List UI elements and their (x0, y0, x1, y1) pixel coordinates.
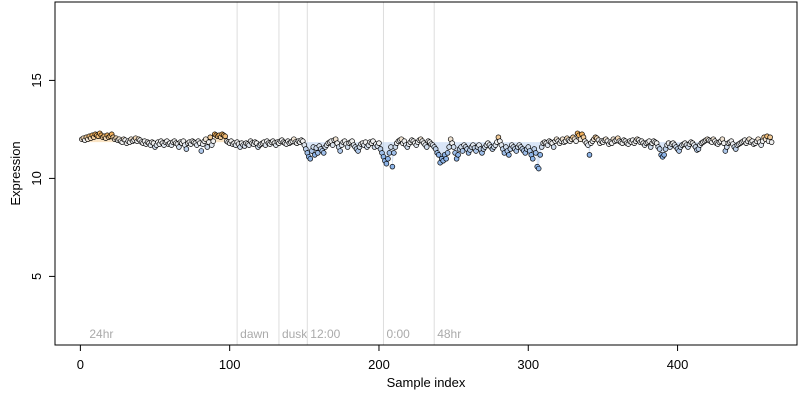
x-tick-label-1: 100 (219, 357, 241, 372)
x-tick-label-0: 0 (77, 357, 84, 372)
data-point-390 (661, 152, 667, 158)
y-tick-label-1: 10 (29, 171, 44, 185)
data-point-239 (435, 152, 442, 158)
marker-label-4: 0:00 (386, 327, 410, 341)
marker-label-0: 24hr (89, 327, 113, 341)
x-tick-label-4: 400 (667, 357, 689, 372)
data-point-302 (529, 156, 536, 162)
data-point-462 (768, 139, 775, 145)
data-point-86 (207, 134, 214, 140)
y-axis: 5 10 15 (29, 73, 55, 280)
data-point-206 (386, 150, 393, 156)
data-point-387 (656, 146, 663, 152)
x-axis: 0 100 200 300 400 (77, 345, 689, 372)
data-point-316 (550, 144, 557, 150)
y-tick-label-2: 15 (29, 73, 44, 87)
data-point-65 (176, 144, 182, 150)
data-point-252 (455, 152, 461, 158)
data-point-199 (376, 140, 382, 146)
vertical-marker-layer: 24hr dawn dusk 12:00 0:00 48hr (89, 2, 461, 345)
data-point-204 (383, 160, 390, 167)
data-point-162 (320, 150, 327, 156)
x-tick-label-2: 200 (368, 357, 390, 372)
data-point-158 (315, 150, 321, 156)
data-point-461 (767, 134, 773, 140)
data-point-84 (204, 144, 211, 150)
marker-label-2: dusk (282, 327, 308, 341)
data-point-80 (198, 148, 205, 154)
plot-frame (54, 1, 798, 346)
data-point-153 (307, 156, 314, 162)
data-point-249 (450, 144, 457, 150)
data-point-208 (389, 163, 396, 170)
data-point-231 (423, 144, 430, 150)
data-point-306 (535, 165, 542, 172)
data-point-173 (337, 148, 343, 154)
marker-label-3: 12:00 (310, 327, 340, 341)
data-point-255 (459, 148, 466, 154)
x-tick-label-3: 300 (517, 357, 539, 372)
data-point-209 (391, 150, 397, 156)
data-point-207 (388, 144, 394, 150)
data-point-245 (444, 150, 451, 156)
data-point-340 (586, 152, 593, 158)
data-point-286 (506, 152, 512, 158)
y-axis-label: Expression (8, 141, 23, 205)
data-point-307 (537, 152, 543, 158)
y-tick-label-0: 5 (29, 273, 44, 280)
data-point-88 (210, 138, 217, 144)
data-point-168 (329, 142, 336, 148)
data-point-331 (573, 138, 579, 144)
x-axis-label: Sample index (387, 375, 466, 390)
data-point-96 (222, 133, 228, 140)
data-points-layer (79, 130, 775, 172)
data-point-304 (532, 150, 539, 156)
data-point-244 (443, 156, 449, 162)
data-point-70 (183, 146, 190, 152)
marker-label-1: dawn (240, 327, 269, 341)
data-point-205 (385, 156, 391, 162)
marker-label-5: 48hr (437, 327, 461, 341)
